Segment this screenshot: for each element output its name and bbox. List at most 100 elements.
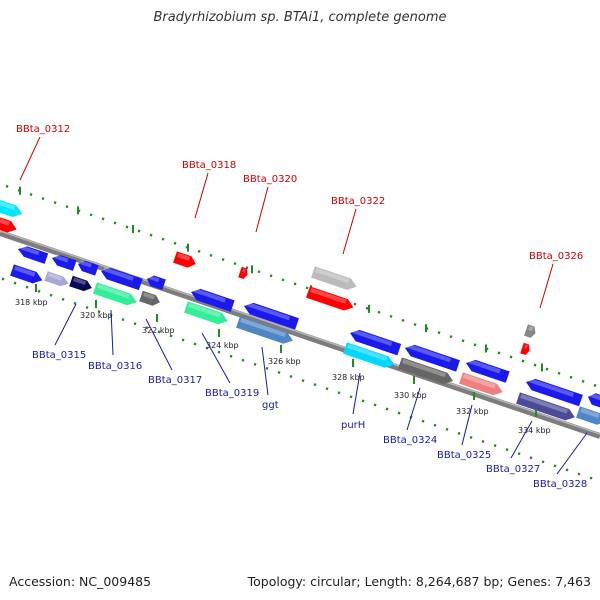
scale-dot — [53, 201, 57, 205]
scale-dot — [161, 237, 165, 241]
leader-line — [19, 136, 41, 181]
gene-highlight — [48, 272, 63, 281]
gene-body — [44, 271, 69, 287]
gene-label-bottom: BBta_0327 — [486, 464, 540, 475]
scale-dot — [97, 310, 101, 314]
gene-body — [405, 344, 460, 372]
gene-label-bottom: BBta_0324 — [383, 435, 437, 446]
gene-body — [69, 275, 92, 292]
gene-body — [520, 342, 530, 356]
gene-highlight — [463, 373, 496, 389]
scale-dot — [377, 310, 381, 314]
scale-dot — [169, 334, 173, 338]
scale-dot — [421, 419, 425, 423]
scale-label: 328 kbp — [332, 373, 365, 382]
gene-feature — [78, 260, 99, 276]
gene-body — [78, 260, 99, 276]
gene-feature — [10, 264, 43, 284]
scale-dot — [113, 221, 117, 225]
gene-highlight — [580, 407, 600, 418]
scale-dot — [361, 399, 365, 403]
scale-dot — [293, 282, 297, 286]
scale-labels: 318 kbp 320 kbp 322 kbp 324 kbp 326 kbp 328 k… — [15, 284, 551, 435]
scale-dot — [581, 379, 585, 383]
gene-body — [191, 288, 235, 312]
gene-highlight — [310, 287, 347, 304]
scale-dot — [277, 370, 281, 374]
gene-body — [184, 301, 228, 325]
scale-dot — [313, 383, 317, 387]
scale-dot — [265, 366, 269, 370]
backbone-line — [0, 230, 600, 439]
topology-label: Topology: circular; Length: 8,264,687 bp… — [247, 574, 591, 589]
scale-dot — [337, 391, 341, 395]
gene-body — [588, 393, 600, 410]
scale-dot — [493, 444, 497, 448]
scale-dot — [413, 322, 417, 326]
scale-dot — [137, 229, 141, 233]
gene-body — [238, 266, 248, 280]
scale-dot — [25, 285, 29, 289]
gene-feature — [311, 266, 357, 290]
scale-dot — [365, 306, 369, 310]
gene-highlight — [315, 267, 350, 284]
scale-dot — [353, 302, 357, 306]
gene-label-bottom: BBta_0317 — [148, 375, 202, 386]
scale-dot — [437, 331, 441, 335]
scale-dot — [505, 448, 509, 452]
leader-line — [352, 372, 361, 415]
gene-body — [524, 324, 536, 338]
gene-highlight — [352, 328, 393, 347]
scale-dot — [145, 326, 149, 330]
gene-highlight — [240, 317, 287, 337]
gene-body — [466, 359, 510, 383]
gene-feature — [238, 266, 248, 280]
leader-line — [539, 263, 554, 309]
gene-body — [147, 275, 166, 290]
scale-dot — [281, 278, 285, 282]
gene-feature — [526, 377, 583, 407]
leader-line — [342, 208, 357, 255]
scale-dot — [29, 193, 33, 196]
accession-label: Accession: NC_009485 — [9, 574, 152, 589]
gene-feature — [244, 301, 299, 330]
gene-highlight — [54, 254, 69, 263]
gene-feature — [588, 392, 600, 410]
gene-feature — [343, 342, 395, 368]
scale-label: 320 kbp — [80, 311, 113, 320]
gene-body — [52, 255, 77, 271]
scale-label: 326 kbp — [268, 357, 301, 366]
gene-body — [350, 329, 402, 356]
gene-label-top: BBta_0326 — [529, 251, 583, 262]
gene-feature — [147, 275, 166, 290]
scale-dot — [397, 411, 401, 415]
scale-dot — [589, 476, 593, 480]
scale-dot — [481, 440, 485, 443]
gene-highlight — [590, 392, 600, 401]
scale-dot — [449, 335, 453, 339]
scale-dot — [373, 403, 377, 407]
gene-label-bottom: BBta_0316 — [88, 361, 142, 372]
scale-dot — [209, 253, 213, 257]
gene-body — [18, 246, 49, 264]
gene-feature — [306, 286, 354, 311]
scale-dot — [433, 423, 437, 427]
leader-line — [201, 332, 231, 384]
scale-dot — [461, 339, 465, 343]
gene-highlight — [528, 325, 534, 332]
gene-feature — [173, 251, 196, 268]
gene-highlight — [524, 344, 528, 349]
scale-dot — [61, 297, 65, 301]
scale-dot — [541, 460, 545, 464]
scale-dot — [529, 456, 533, 460]
gene-feature — [459, 372, 503, 396]
gene-body — [93, 282, 137, 306]
scale-dot — [349, 395, 353, 399]
gene-body — [343, 342, 395, 368]
gene-feature — [139, 290, 160, 306]
scale-dot — [569, 375, 573, 379]
gene-highlight — [80, 260, 92, 268]
gene-feature — [516, 392, 575, 421]
scale-dot — [301, 379, 305, 383]
scale-dot — [1, 277, 5, 281]
